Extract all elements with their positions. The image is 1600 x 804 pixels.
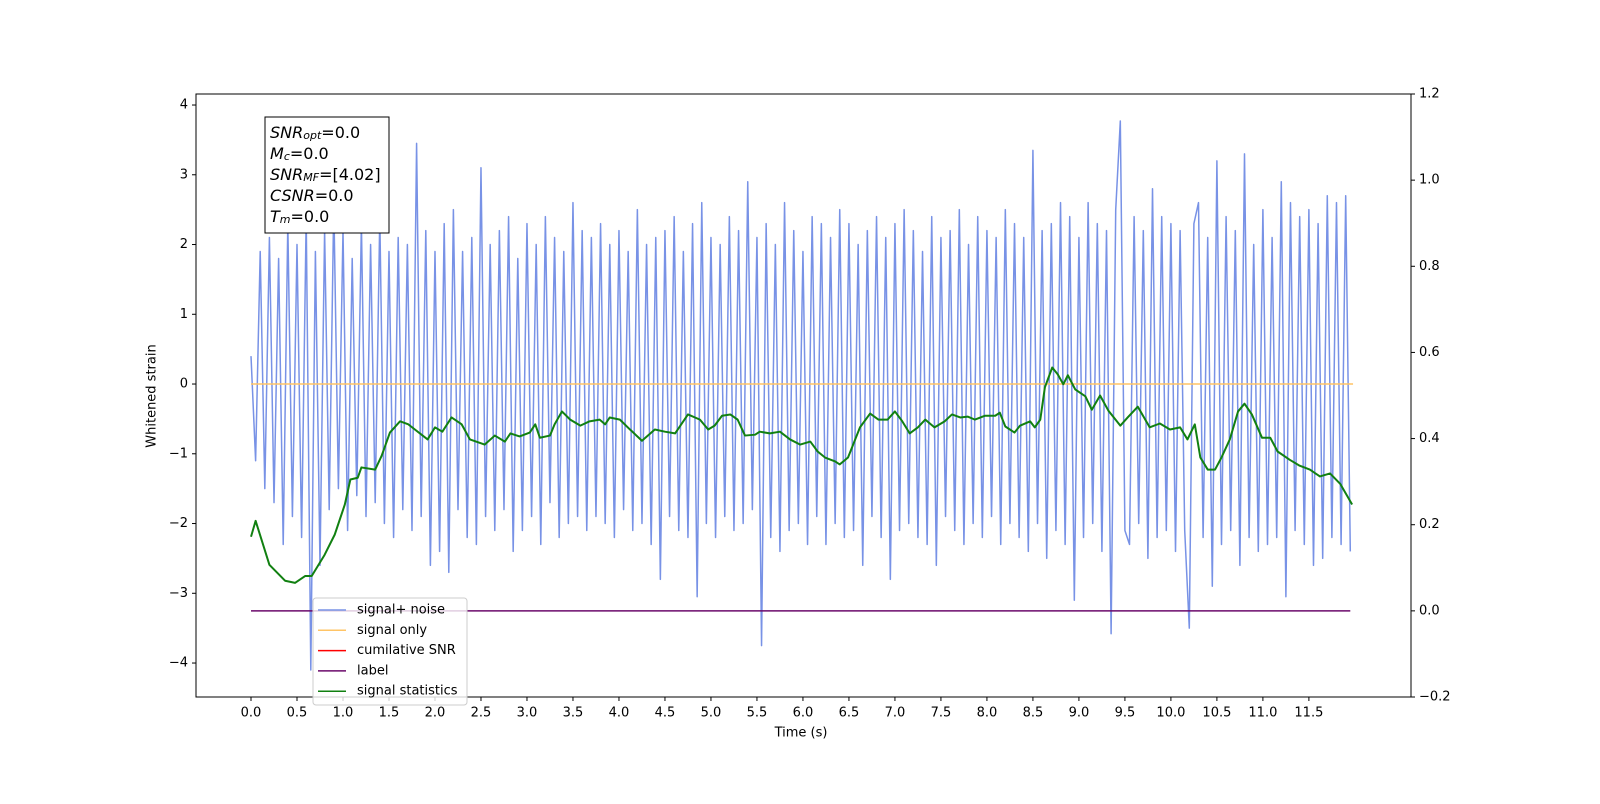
x-tick-label: 4.5 [655, 706, 676, 721]
annotation-value: =[4.02] [319, 165, 381, 184]
x-axis-label: Time (s) [774, 726, 828, 741]
y-tick-label: −2 [169, 516, 188, 531]
annotation-box [264, 116, 390, 234]
annotation-symbol: SNR [270, 123, 303, 142]
annotation-value: =0.0 [315, 186, 354, 205]
y2-tick-label: 0.0 [1419, 603, 1440, 618]
x-tick-label: 1.5 [379, 706, 400, 721]
annotation-line: Tm=0.0 [270, 207, 329, 227]
y2-tick-label: −0.2 [1419, 690, 1451, 705]
y-tick-label: 3 [180, 167, 188, 182]
y-tick-label: 4 [180, 98, 188, 113]
annotation-value: =0.0 [291, 207, 330, 226]
annotation-subscript: m [280, 213, 291, 226]
series-line [250, 120, 1352, 671]
x-tick-label: 3.0 [517, 706, 538, 721]
x-tick-label: 0.0 [241, 706, 262, 721]
legend-label: label [357, 663, 388, 678]
y-axis-label: Whitened strain [145, 344, 160, 447]
y-tick-label: 2 [180, 237, 188, 252]
plot-frame [195, 93, 1412, 698]
y2-tick-label: 1.2 [1419, 87, 1440, 102]
x-tick-label: 7.0 [885, 706, 906, 721]
x-tick-label: 6.0 [793, 706, 814, 721]
x-tick-label: 5.0 [701, 706, 722, 721]
x-tick-label: 5.5 [747, 706, 768, 721]
annotation-symbol: M [270, 144, 284, 163]
x-tick-label: 0.5 [287, 706, 308, 721]
annotation-line: SNRMF=[4.02] [270, 165, 381, 185]
y2-tick-label: 0.2 [1419, 517, 1440, 532]
y-tick-label: −3 [169, 586, 188, 601]
x-tick-label: 9.5 [1115, 706, 1136, 721]
y2-tick-label: 0.8 [1419, 259, 1440, 274]
x-tick-label: 4.0 [609, 706, 630, 721]
x-tick-label: 7.5 [931, 706, 952, 721]
y-tick-label: −1 [169, 446, 188, 461]
x-tick-label: 10.5 [1202, 706, 1231, 721]
series-line [250, 366, 1353, 584]
y2-tick-label: 0.6 [1419, 345, 1440, 360]
y-tick-label: −4 [169, 656, 188, 671]
annotation-symbol: SNR [270, 165, 303, 184]
x-tick-label: 11.5 [1294, 706, 1323, 721]
x-tick-label: 6.5 [839, 706, 860, 721]
x-tick-label: 2.0 [425, 706, 446, 721]
annotation-line: SNRopt=0.0 [270, 123, 360, 143]
annotation-value: =0.0 [321, 123, 360, 142]
annotation-line: CSNR=0.0 [270, 186, 354, 205]
x-tick-label: 11.0 [1248, 706, 1277, 721]
x-tick-label: 8.5 [1023, 706, 1044, 721]
annotation-value: =0.0 [290, 144, 329, 163]
x-tick-label: 9.0 [1069, 706, 1090, 721]
annotation-symbol: CSNR [270, 186, 315, 205]
legend-label: signal only [357, 623, 427, 638]
legend-box [312, 597, 468, 706]
y-tick-label: 1 [180, 307, 188, 322]
x-tick-label: 3.5 [563, 706, 584, 721]
legend-label: cumilative SNR [357, 643, 456, 658]
y2-tick-label: 0.4 [1419, 431, 1440, 446]
legend-label: signal statistics [357, 684, 458, 699]
x-tick-label: 1.0 [333, 706, 354, 721]
y-tick-label: 0 [180, 377, 188, 392]
annotation-line: Mc=0.0 [270, 144, 329, 164]
x-tick-label: 2.5 [471, 706, 492, 721]
y2-tick-label: 1.0 [1419, 173, 1440, 188]
x-tick-label: 10.0 [1156, 706, 1185, 721]
x-tick-label: 8.0 [977, 706, 998, 721]
annotation-symbol: T [270, 207, 281, 226]
annotation-subscript: c [284, 150, 290, 163]
annotation-subscript: MF [303, 171, 319, 184]
annotation-subscript: opt [303, 129, 322, 142]
legend-label: signal+ noise [357, 603, 445, 618]
